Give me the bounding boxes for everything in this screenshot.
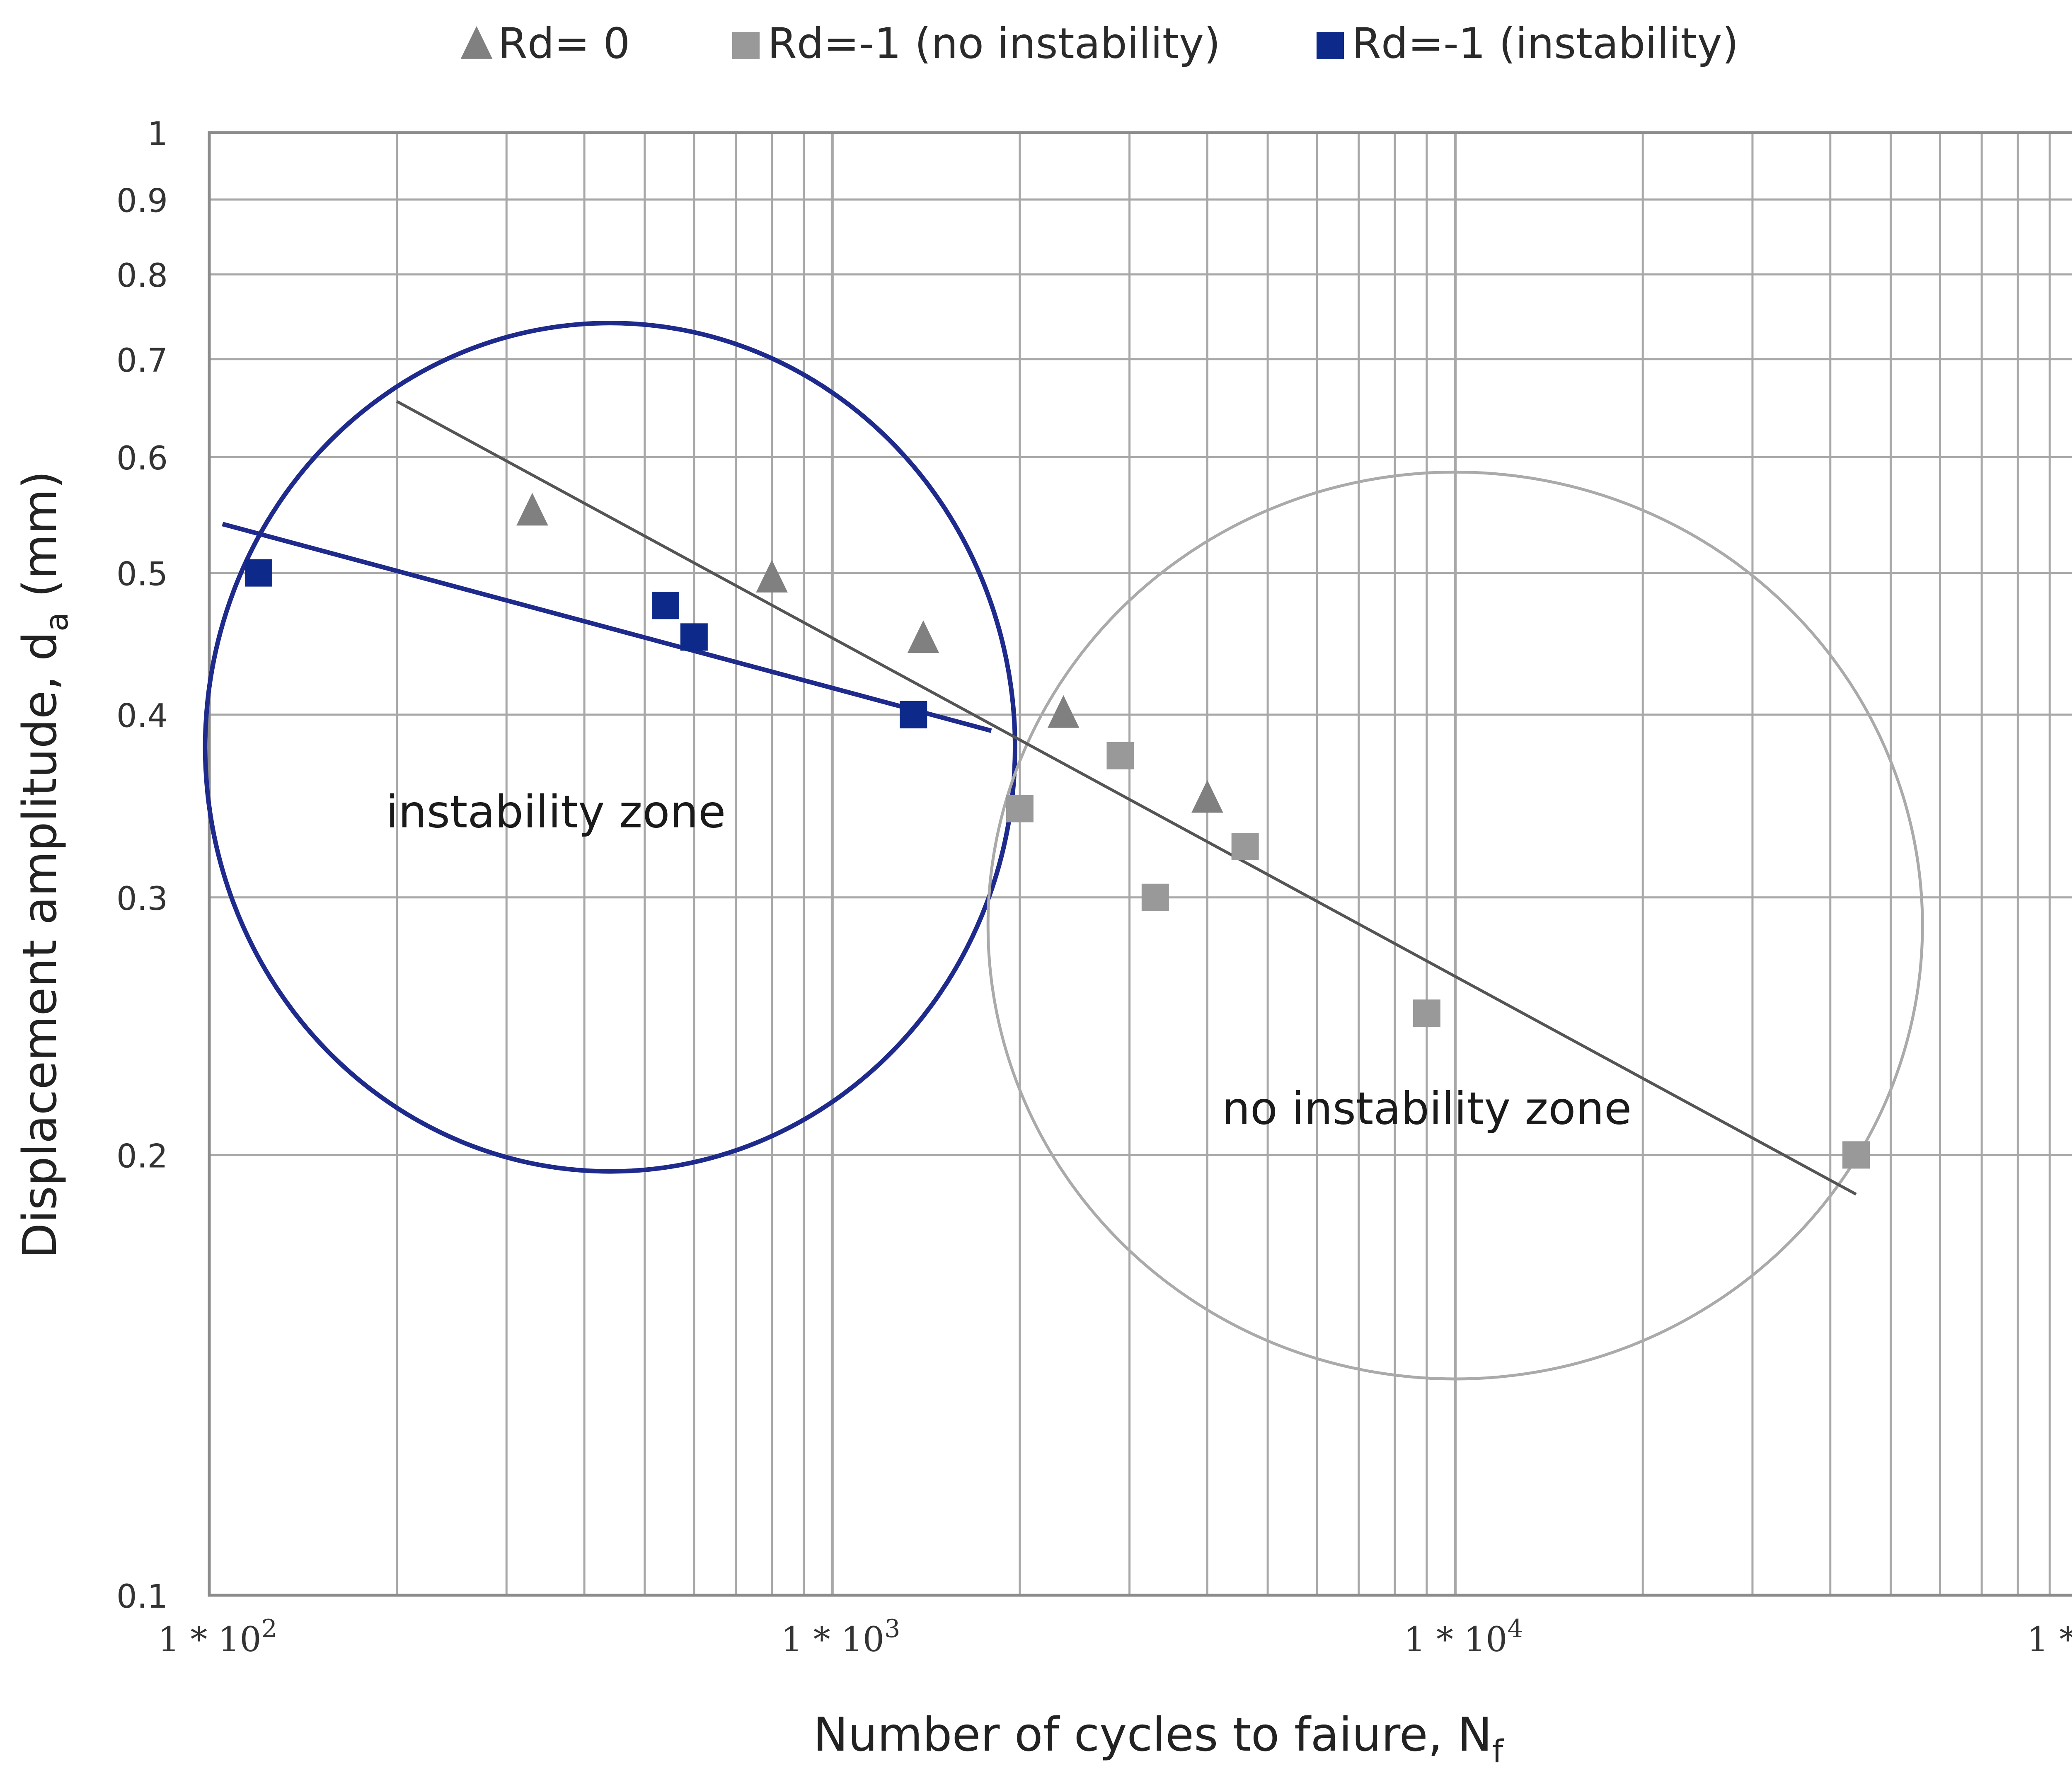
y-tick-label: 1 [147, 116, 168, 153]
series-3-point-4 [900, 701, 927, 728]
series-2-point-6 [1842, 1141, 1870, 1169]
y-tick-label: 0.8 [116, 257, 168, 295]
y-tick-label: 0.3 [116, 880, 168, 918]
legend-marker-1 [460, 26, 493, 59]
series-2-point-5 [1413, 999, 1440, 1027]
series-2-point-1 [1006, 795, 1034, 822]
x-tick-label: 1 * 105 [2027, 1614, 2072, 1659]
x-tick-label: 1 * 104 [1404, 1614, 1523, 1659]
x-axis-title: Number of cycles to faiure, Nf [813, 1708, 1504, 1770]
legend-item-3: Rd=-1 (instability) [1317, 19, 1739, 68]
instability-fit-line [222, 522, 992, 733]
series-1-point-3 [907, 620, 939, 653]
series-2-point-4 [1231, 833, 1259, 861]
trendlines [222, 400, 1857, 1196]
y-tick-labels: 0.1 0.2 0.3 0.4 0.5 0.6 0.7 0.8 0.9 1 [116, 116, 168, 1616]
series-1-point-4 [1047, 695, 1080, 728]
y-tick-label: 0.6 [116, 440, 168, 477]
plot-frame [208, 131, 2072, 1597]
legend-label-2: Rd=-1 (no instability) [767, 19, 1220, 68]
x-tick-label: 1 * 103 [781, 1614, 900, 1659]
series-1-point-5 [1191, 780, 1223, 813]
annotations: instability zone no instability zone [386, 786, 1631, 1135]
legend-item-2: Rd=-1 (no instability) [732, 19, 1220, 68]
grid [209, 133, 2072, 1595]
x-tick-label: 1 * 102 [158, 1614, 277, 1659]
series-1-point-1 [516, 493, 548, 526]
data-markers [245, 493, 1870, 1169]
no-instability-zone-label: no instability zone [1222, 1083, 1631, 1135]
instability-zone-ellipse [203, 321, 1017, 1174]
series-3-point-1 [245, 559, 273, 587]
legend-label-3: Rd=-1 (instability) [1352, 19, 1739, 68]
series-3-point-2 [652, 592, 680, 619]
y-tick-label: 0.2 [116, 1138, 168, 1175]
x-tick-labels: 1 * 102 1 * 103 1 * 104 1 * 105 [158, 1614, 2072, 1659]
legend-marker-3 [1317, 32, 1344, 59]
series-2-point-2 [1106, 742, 1134, 769]
y-tick-label: 0.9 [116, 183, 168, 220]
overall-fit-line [396, 400, 1857, 1196]
legend-label-1: Rd= 0 [498, 19, 630, 68]
series-1-point-2 [756, 559, 788, 593]
no-instability-zone-ellipse [986, 470, 1924, 1381]
zones [203, 321, 1924, 1381]
y-tick-label: 0.1 [116, 1578, 168, 1616]
legend-item-1: Rd= 0 [460, 19, 630, 68]
instability-zone-label: instability zone [386, 786, 726, 838]
legend-marker-2 [732, 32, 760, 59]
y-tick-label: 0.4 [116, 698, 168, 735]
y-axis-title: Displacement amplitude, da (mm) [13, 471, 75, 1259]
y-tick-label: 0.7 [116, 342, 168, 380]
legend: Rd= 0 Rd=-1 (no instability) Rd=-1 (instab… [460, 19, 1739, 68]
series-3-point-3 [680, 623, 708, 651]
series-2-point-3 [1141, 883, 1169, 911]
y-tick-label: 0.5 [116, 556, 168, 593]
